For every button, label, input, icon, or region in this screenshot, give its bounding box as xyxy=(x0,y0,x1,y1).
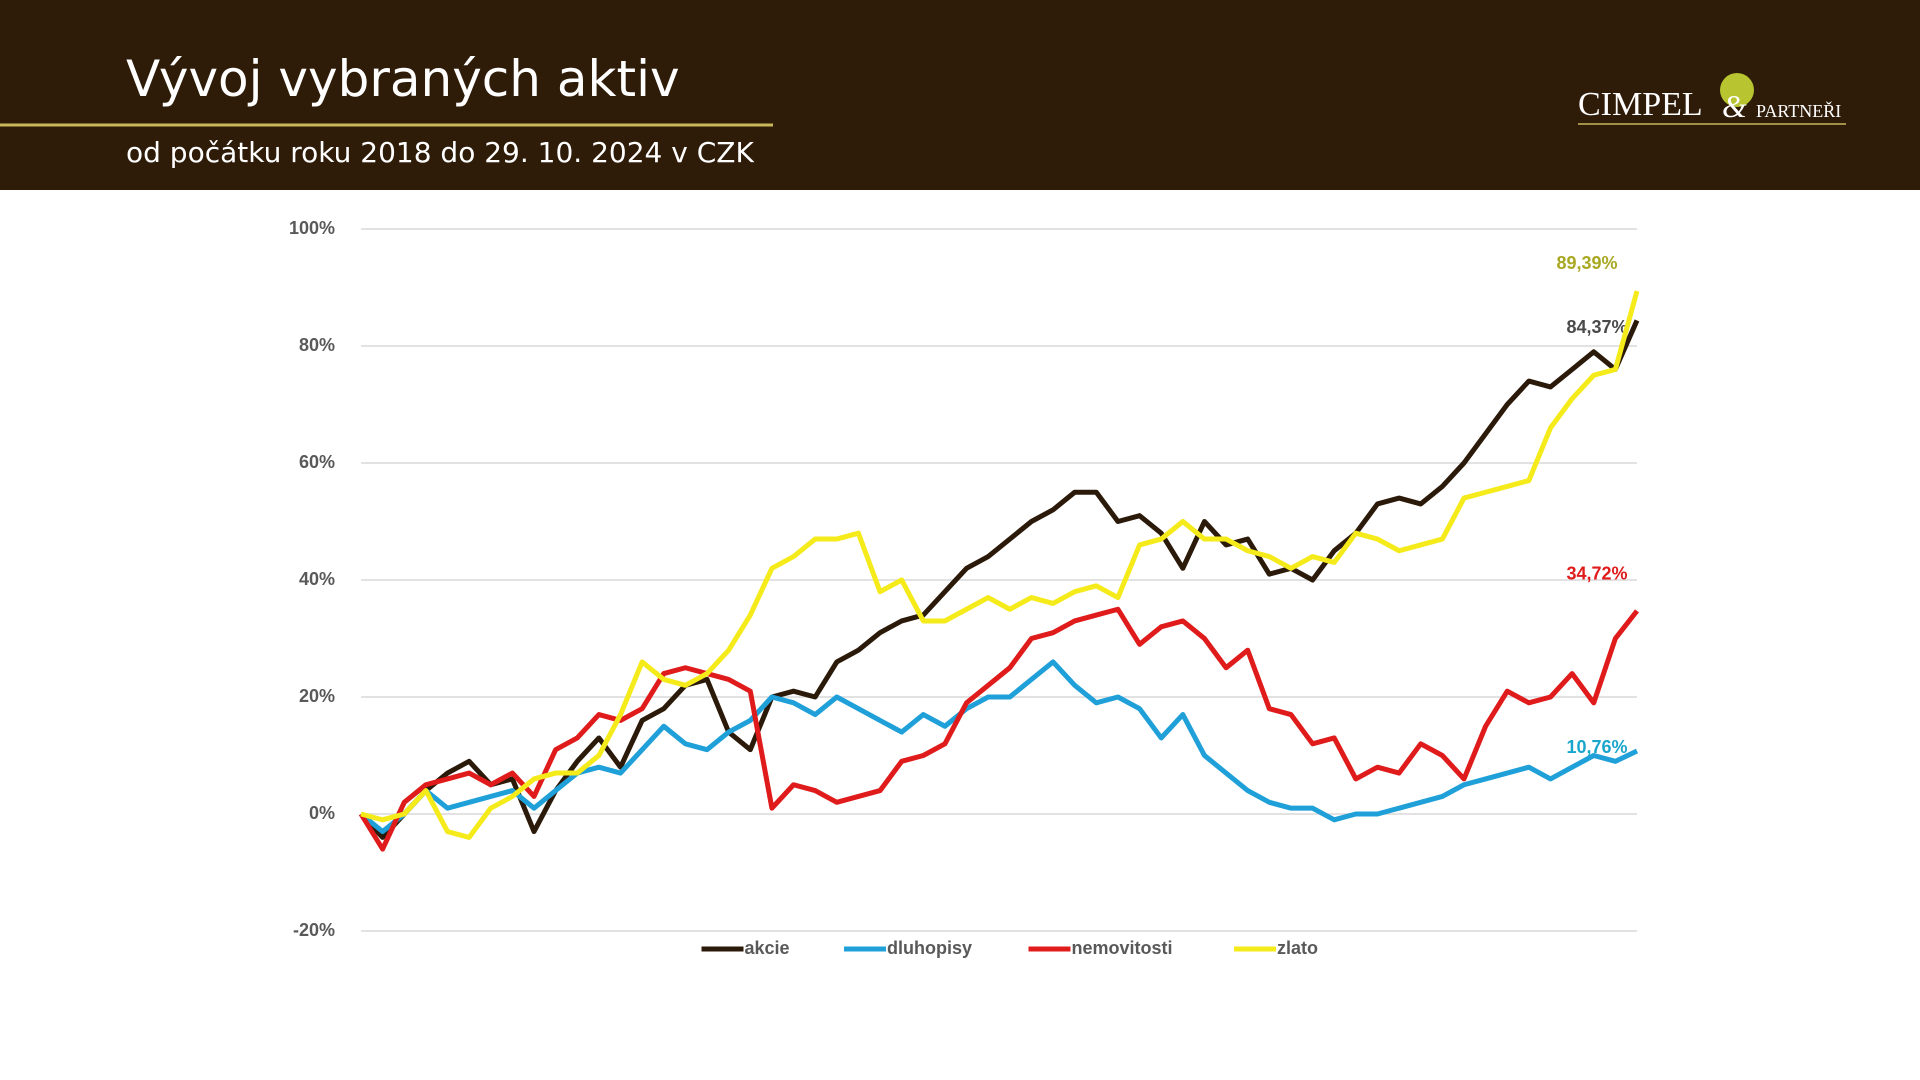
y-tick-label: 0% xyxy=(309,803,335,823)
y-tick-label: 40% xyxy=(299,569,335,589)
slide-title: Vývoj vybraných aktiv xyxy=(126,50,680,108)
header-band xyxy=(0,0,1920,190)
series-line xyxy=(360,290,1640,840)
value-label: 34,72% xyxy=(1566,564,1627,584)
logo-suffix: PARTNEŘI xyxy=(1756,100,1841,121)
series-line xyxy=(358,606,1639,852)
value-label: 89,39% xyxy=(1556,253,1617,273)
legend-label: zlato xyxy=(1277,938,1318,958)
logo-mark xyxy=(1720,73,1754,107)
value-label: 84,37% xyxy=(1566,317,1627,337)
y-tick-label: 20% xyxy=(299,686,335,706)
series-line xyxy=(359,319,1640,840)
y-tick-label: 60% xyxy=(299,452,335,472)
series-line xyxy=(359,659,1639,835)
logo-amp: & xyxy=(1722,88,1747,124)
legend-label: nemovitosti xyxy=(1072,938,1173,958)
y-tick-label: 80% xyxy=(299,335,335,355)
y-tick-label: 100% xyxy=(289,218,335,238)
value-label: 10,76% xyxy=(1566,737,1627,757)
legend-label: akcie xyxy=(745,938,790,958)
slide-subtitle: od počátku roku 2018 do 29. 10. 2024 v C… xyxy=(126,136,754,169)
y-tick-label: -20% xyxy=(293,920,335,940)
logo-name: CIMPEL xyxy=(1578,86,1703,123)
legend-label: dluhopisy xyxy=(887,938,972,958)
